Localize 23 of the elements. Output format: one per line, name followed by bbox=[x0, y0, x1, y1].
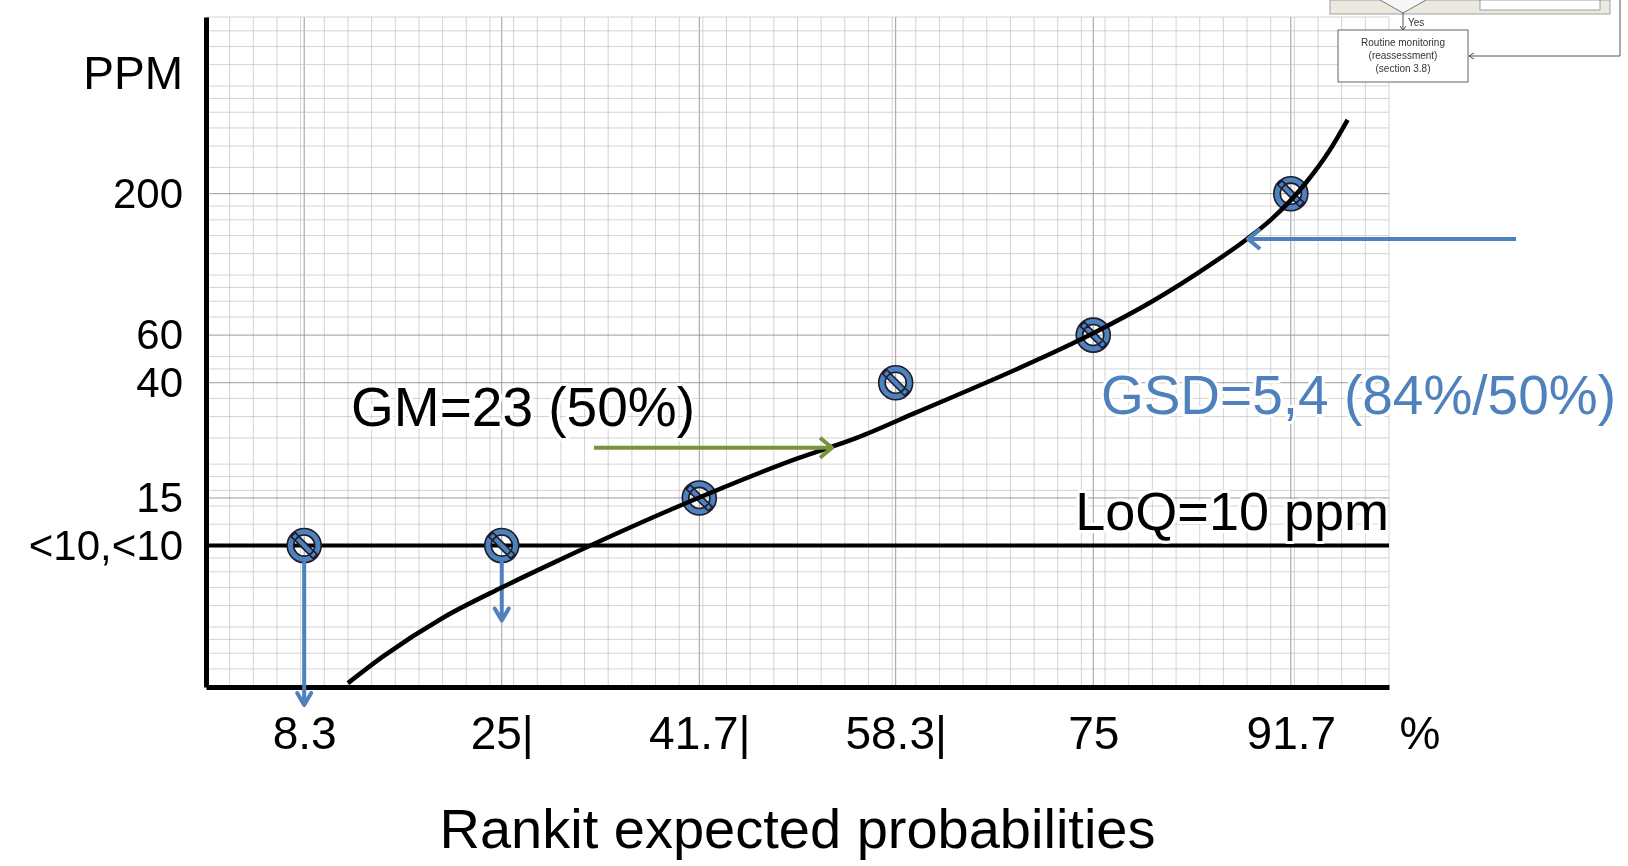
annotation: (reassessment) bbox=[1368, 50, 1438, 61]
point bbox=[483, 527, 520, 564]
x-tick-label: 25| bbox=[470, 706, 534, 759]
annotation: Routine monitoring bbox=[1361, 37, 1445, 48]
ref-line-label: LoQ=10 ppm bbox=[1075, 480, 1389, 541]
annotation: (section 3.8) bbox=[1375, 63, 1431, 74]
x-tick-label: 58.3| bbox=[845, 706, 947, 759]
y-tick-label: 200 bbox=[112, 169, 183, 217]
y-tick-label: 15 bbox=[136, 473, 183, 521]
x-tick-label: 8.3 bbox=[272, 706, 337, 759]
y-axis-title: PPM bbox=[83, 47, 183, 99]
text: % bbox=[1399, 707, 1441, 759]
annotation: GSD=5,4 (84%/50%) bbox=[1100, 363, 1616, 426]
y-tick-label: 40 bbox=[136, 358, 183, 406]
x-tick-label: 91.7 bbox=[1246, 706, 1337, 759]
annotation: GM=23 (50%) bbox=[351, 375, 695, 438]
y-tick-label: 60 bbox=[136, 311, 183, 359]
point bbox=[877, 364, 914, 401]
flowchart: Yes Routine monitoring (reassessment) (section 3.8) bbox=[1329, 0, 1621, 83]
x-tick-label: 41.7| bbox=[649, 706, 751, 759]
y-tick-label: <10,<10 bbox=[28, 521, 183, 569]
x-tick-label: 75 bbox=[1068, 706, 1120, 759]
x-axis-title: Rankit expected probabilities bbox=[439, 797, 1156, 860]
